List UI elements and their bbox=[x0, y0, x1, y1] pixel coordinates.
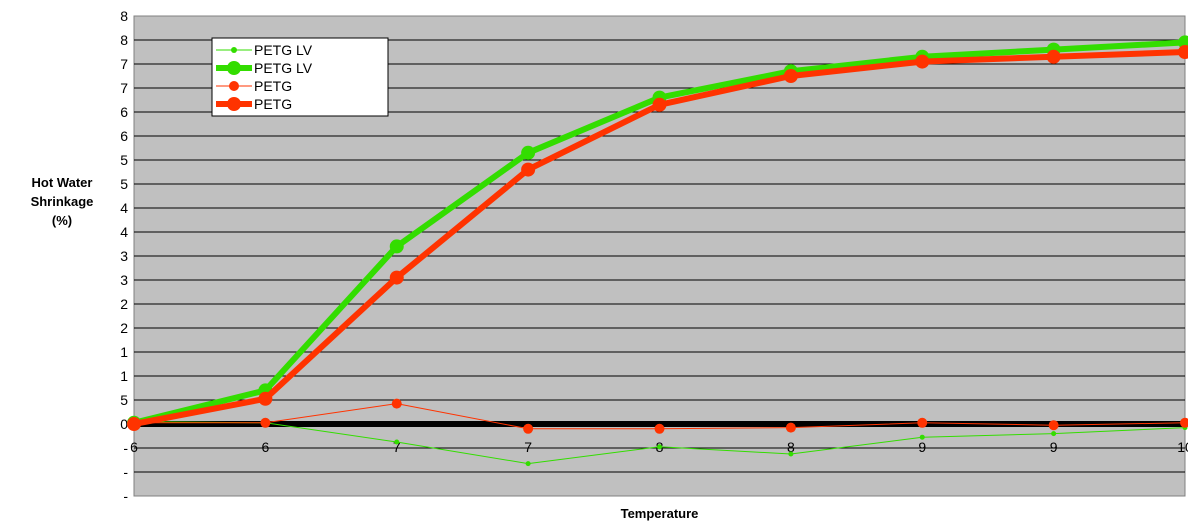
y-tick-label: 8 bbox=[120, 8, 128, 24]
data-point bbox=[657, 444, 662, 450]
y-axis-title-line-3: (%) bbox=[52, 213, 72, 228]
y-tick-label: 6 bbox=[120, 128, 128, 144]
data-point bbox=[919, 434, 925, 440]
legend-label: PETG bbox=[254, 96, 292, 112]
data-point bbox=[1178, 45, 1188, 59]
x-tick-label: 7 bbox=[393, 439, 401, 455]
x-tick-label: 9 bbox=[918, 439, 926, 455]
y-tick-label: 0 bbox=[120, 416, 128, 432]
y-axis-title-line-2: Shrinkage bbox=[31, 194, 94, 209]
y-tick-label: 5 bbox=[120, 392, 128, 408]
data-point bbox=[389, 270, 404, 285]
data-series bbox=[127, 35, 1188, 467]
data-point bbox=[788, 451, 794, 457]
data-point bbox=[127, 417, 141, 431]
x-tick-label: 7 bbox=[524, 439, 532, 455]
data-point bbox=[260, 417, 271, 428]
y-axis-title-line-1: Hot Water bbox=[32, 175, 93, 190]
grid-lines bbox=[134, 39, 1185, 473]
legend-item: PETG bbox=[216, 96, 292, 112]
data-point bbox=[652, 97, 667, 112]
data-point bbox=[915, 54, 930, 69]
series-4 bbox=[127, 45, 1188, 431]
legend-label: PETG LV bbox=[254, 60, 313, 76]
y-tick-label: 2 bbox=[120, 296, 128, 312]
y-tick-label: 4 bbox=[120, 224, 128, 240]
data-point bbox=[521, 162, 536, 177]
y-tick-label: 6 bbox=[120, 104, 128, 120]
y-tick-label: 1 bbox=[120, 344, 128, 360]
data-point bbox=[1180, 417, 1188, 428]
x-tick-label: 10 bbox=[1177, 439, 1188, 455]
data-point bbox=[783, 69, 798, 83]
data-point bbox=[525, 461, 531, 467]
x-tick-label: 8 bbox=[787, 439, 795, 455]
y-tick-label: 3 bbox=[120, 248, 128, 264]
y-tick-label: 7 bbox=[120, 80, 128, 96]
y-tick-label: 5 bbox=[120, 176, 128, 192]
legend-item: PETG bbox=[216, 78, 292, 94]
data-point bbox=[389, 239, 404, 254]
x-tick-label: 9 bbox=[1050, 439, 1058, 455]
y-tick-label: 3 bbox=[120, 272, 128, 288]
x-axis-title: Temperature bbox=[621, 506, 699, 521]
y-tick-label: - bbox=[123, 488, 128, 504]
y-tick-label: - bbox=[123, 440, 128, 456]
y-tick-label: 2 bbox=[120, 320, 128, 336]
data-point bbox=[1048, 420, 1059, 431]
data-point bbox=[394, 439, 400, 445]
y-tick-label: 7 bbox=[120, 56, 128, 72]
data-point bbox=[1046, 49, 1061, 64]
legend-item: PETG LV bbox=[216, 60, 313, 76]
y-tick-label: 5 bbox=[120, 152, 128, 168]
data-point bbox=[258, 391, 273, 406]
data-point bbox=[1051, 431, 1057, 437]
y-tick-label: 4 bbox=[120, 200, 128, 216]
y-tick-label: 8 bbox=[120, 32, 128, 48]
legend-item: PETG LV bbox=[216, 42, 313, 58]
data-point bbox=[917, 417, 928, 428]
data-point bbox=[523, 423, 534, 434]
y-axis-tick-labels: - - - 0 5 1 1 2 2 3 3 4 4 5 5 6 6 7 7 8 8 bbox=[120, 8, 128, 504]
x-tick-label: 6 bbox=[261, 439, 269, 455]
data-point bbox=[521, 145, 536, 160]
y-tick-label: 1 bbox=[120, 368, 128, 384]
legend-label: PETG LV bbox=[254, 42, 313, 58]
x-tick-label: 6 bbox=[130, 439, 138, 455]
legend: PETG LV PETG LV PETG PETG bbox=[211, 37, 389, 117]
data-point bbox=[785, 422, 796, 433]
legend-label: PETG bbox=[254, 78, 292, 94]
data-point bbox=[654, 423, 665, 434]
data-point bbox=[391, 398, 402, 409]
y-tick-label: - bbox=[123, 464, 128, 480]
